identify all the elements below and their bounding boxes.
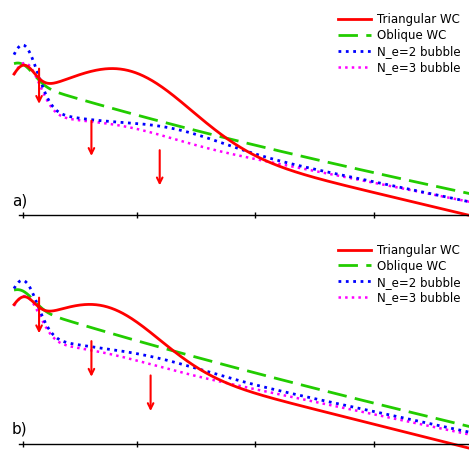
Legend: Triangular WC, Oblique WC, N_e=2 bubble, N_e=3 bubble: Triangular WC, Oblique WC, N_e=2 bubble,… bbox=[336, 241, 464, 307]
Legend: Triangular WC, Oblique WC, N_e=2 bubble, N_e=3 bubble: Triangular WC, Oblique WC, N_e=2 bubble,… bbox=[336, 10, 464, 76]
Text: a): a) bbox=[12, 193, 27, 209]
Text: b): b) bbox=[12, 422, 27, 437]
